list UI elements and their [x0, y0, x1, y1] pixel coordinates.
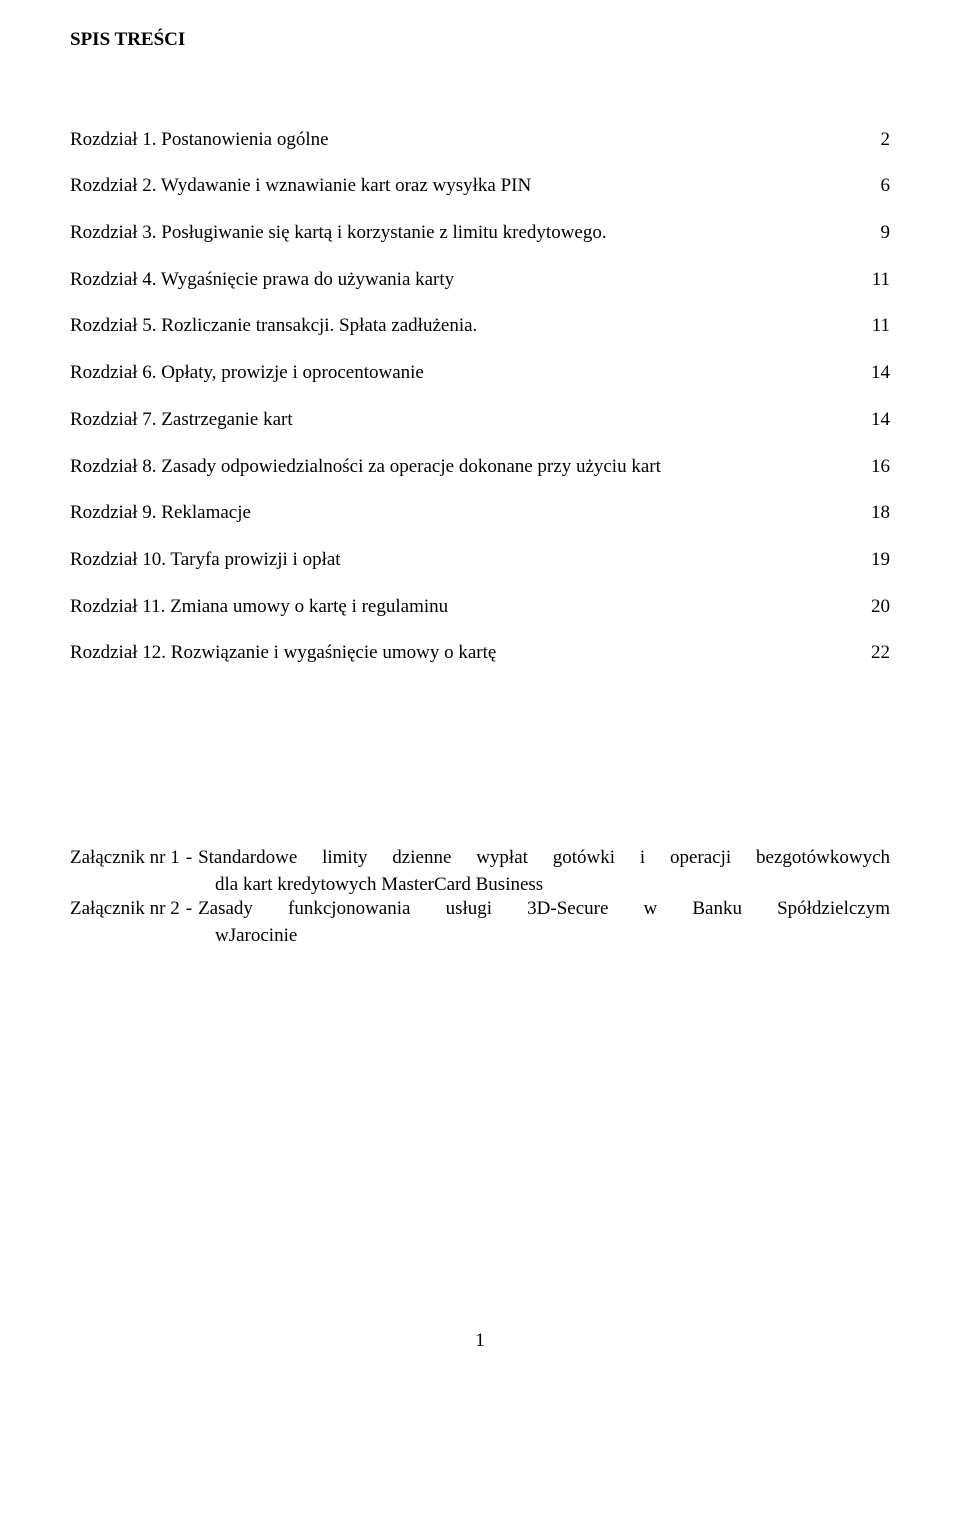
- attachment-prefix: Załącznik nr 2: [70, 897, 180, 922]
- toc-entry-page: 11: [872, 314, 890, 339]
- toc-entry-label: Rozdział 1. Postanowienia ogólne: [70, 128, 329, 153]
- toc-entry-label: Rozdział 6. Opłaty, prowizje i oprocento…: [70, 361, 424, 386]
- toc-entry-label: Rozdział 9. Reklamacje: [70, 501, 251, 526]
- toc-entry-page: 14: [871, 408, 890, 433]
- toc-entry-label: Rozdział 4. Wygaśnięcie prawa do używani…: [70, 268, 454, 293]
- toc-entry-page: 11: [872, 268, 890, 293]
- attachment-entry: Załącznik nr 2-Zasady funkcjonowania usł…: [70, 897, 890, 922]
- toc-entry: Rozdział 9. Reklamacje 18: [70, 501, 890, 526]
- toc-entry-page: 18: [871, 501, 890, 526]
- toc-entry-page: 22: [871, 641, 890, 666]
- toc-entry-label: Rozdział 2. Wydawanie i wznawianie kart …: [70, 174, 531, 199]
- toc-entry-page: 2: [881, 128, 891, 153]
- toc-entry-page: 19: [871, 548, 890, 573]
- toc-entry: Rozdział 6. Opłaty, prowizje i oprocento…: [70, 361, 890, 386]
- attachment-prefix: Załącznik nr 1: [70, 846, 180, 871]
- attachment-text-continuation: dla kart kredytowych MasterCard Business: [70, 873, 890, 898]
- toc-entry: Rozdział 11. Zmiana umowy o kartę i regu…: [70, 595, 890, 620]
- toc-entry-label: Rozdział 3. Posługiwanie się kartą i kor…: [70, 221, 607, 246]
- toc-entry-page: 14: [871, 361, 890, 386]
- toc-entry: Rozdział 12. Rozwiązanie i wygaśnięcie u…: [70, 641, 890, 666]
- toc-entry-page: 9: [881, 221, 891, 246]
- attachments-section: Załącznik nr 1-Standardowe limity dzienn…: [70, 846, 890, 949]
- toc-entry-label: Rozdział 8. Zasady odpowiedzialności za …: [70, 455, 661, 480]
- toc-entry-page: 16: [871, 455, 890, 480]
- toc-entry: Rozdział 1. Postanowienia ogólne 2: [70, 128, 890, 153]
- attachment-entry: Załącznik nr 1-Standardowe limity dzienn…: [70, 846, 890, 871]
- attachment-text-continuation: wJarocinie: [70, 924, 890, 949]
- toc-entry-label: Rozdział 10. Taryfa prowizji i opłat: [70, 548, 341, 573]
- toc-entry: Rozdział 4. Wygaśnięcie prawa do używani…: [70, 268, 890, 293]
- toc-entry: Rozdział 8. Zasady odpowiedzialności za …: [70, 455, 890, 480]
- toc-entry-page: 6: [881, 174, 891, 199]
- toc-entry: Rozdział 10. Taryfa prowizji i opłat 19: [70, 548, 890, 573]
- toc-entry-label: Rozdział 12. Rozwiązanie i wygaśnięcie u…: [70, 641, 496, 666]
- toc-entry: Rozdział 7. Zastrzeganie kart 14: [70, 408, 890, 433]
- toc-entry-page: 20: [871, 595, 890, 620]
- attachment-text: Zasady funkcjonowania usługi 3D-Secure w…: [198, 897, 890, 922]
- toc-entry-label: Rozdział 5. Rozliczanie transakcji. Spła…: [70, 314, 477, 339]
- toc-entry-label: Rozdział 11. Zmiana umowy o kartę i regu…: [70, 595, 448, 620]
- page-number: 1: [70, 1329, 890, 1354]
- document-title: SPIS TREŚCI: [70, 28, 890, 53]
- table-of-contents: Rozdział 1. Postanowienia ogólne2Rozdzia…: [70, 128, 890, 666]
- attachment-separator: -: [180, 897, 198, 922]
- attachment-text: Standardowe limity dzienne wypłat gotówk…: [198, 846, 890, 871]
- toc-entry: Rozdział 2. Wydawanie i wznawianie kart …: [70, 174, 890, 199]
- toc-entry-label: Rozdział 7. Zastrzeganie kart: [70, 408, 293, 433]
- toc-entry: Rozdział 3. Posługiwanie się kartą i kor…: [70, 221, 890, 246]
- attachment-separator: -: [180, 846, 198, 871]
- toc-entry: Rozdział 5. Rozliczanie transakcji. Spła…: [70, 314, 890, 339]
